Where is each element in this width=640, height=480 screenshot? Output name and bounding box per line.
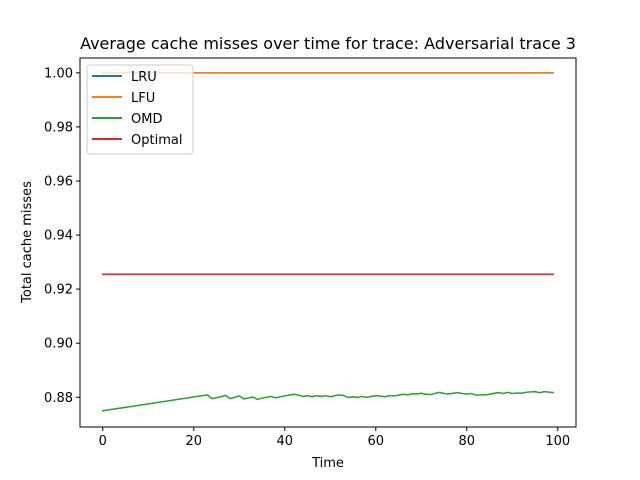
legend-label-lfu: LFU: [131, 91, 155, 106]
y-tick-label: 0.92: [44, 283, 73, 298]
x-tick-label: 0: [99, 434, 107, 449]
y-tick-label: 0.94: [44, 229, 73, 244]
plot-frame: [79, 57, 577, 428]
legend-label-lru: LRU: [131, 70, 157, 85]
y-tick-label: 0.98: [44, 120, 73, 135]
y-tick-label: 0.88: [44, 391, 73, 406]
x-tick-label: 80: [459, 434, 476, 449]
x-axis-label: Time: [311, 456, 344, 471]
y-tick-label: 0.96: [44, 175, 73, 190]
y-tick-label: 0.90: [44, 337, 73, 352]
chart-title: Average cache misses over time for trace…: [80, 34, 576, 53]
legend-label-optimal: Optimal: [131, 133, 182, 148]
y-axis-label: Total cache misses: [20, 181, 35, 304]
legend: LRU LFU OMD Optimal: [86, 64, 194, 155]
y-tick-label: 1.00: [44, 66, 73, 81]
x-tick-label: 100: [545, 434, 570, 449]
legend-label-omd: OMD: [131, 112, 162, 127]
x-axis: 0 20 40 60 80 100: [99, 427, 570, 449]
series-line-omd: [101, 390, 555, 412]
x-tick-label: 40: [276, 434, 293, 449]
y-axis: 0.88 0.90 0.92 0.94 0.96 0.98 1.00: [44, 66, 80, 406]
x-tick-label: 20: [185, 434, 202, 449]
x-tick-label: 60: [368, 434, 385, 449]
legend-box: [86, 64, 194, 155]
